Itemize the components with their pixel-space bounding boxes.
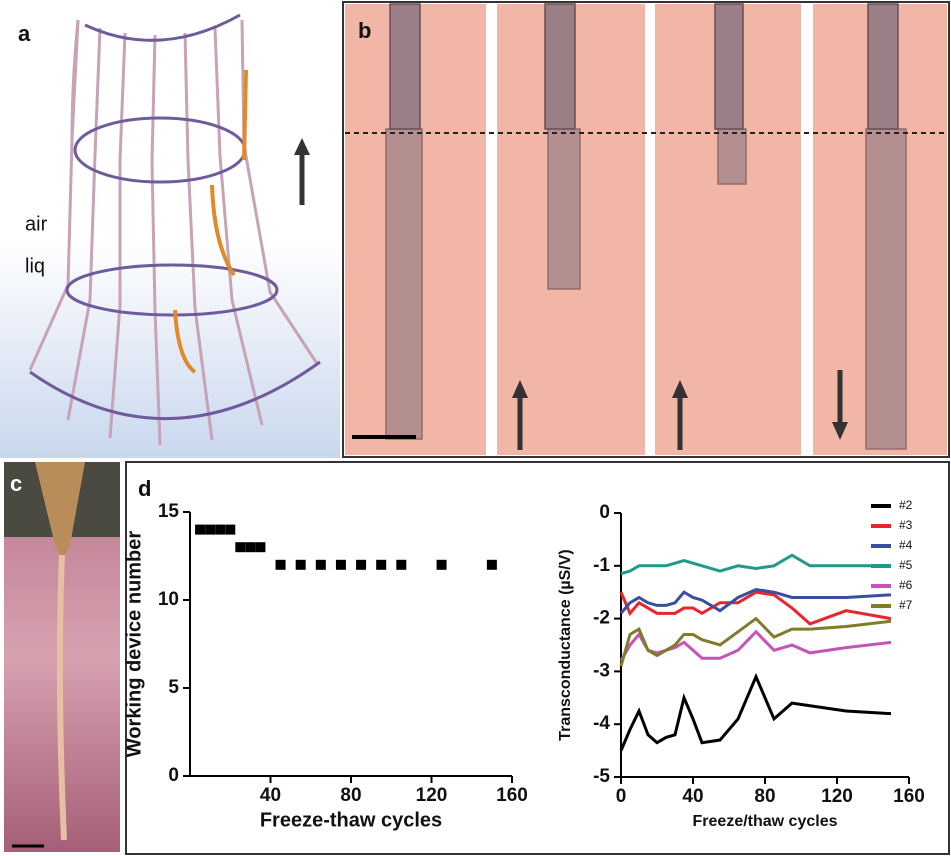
panel-label: c: [10, 471, 22, 496]
x-axis-label: Freeze/thaw cycles: [693, 813, 838, 830]
point: [235, 542, 245, 552]
annotation: air: [25, 213, 48, 235]
point: [356, 560, 366, 570]
legend-label: #4: [899, 538, 913, 552]
point: [376, 560, 386, 570]
x-tick-label: 0: [616, 786, 627, 807]
point: [316, 560, 326, 570]
y-tick-label: -5: [593, 766, 610, 787]
point: [215, 525, 225, 535]
y-tick-label: 15: [158, 501, 180, 522]
y-tick-label: 5: [168, 677, 179, 698]
x-tick-label: 160: [893, 786, 925, 807]
legend-label: #7: [899, 598, 913, 612]
legend-label: #5: [899, 558, 913, 572]
y-axis-label: Working device number: [123, 531, 145, 758]
x-tick-label: 80: [754, 786, 775, 807]
x-tick-label: 40: [260, 785, 281, 806]
figure: a air liq b c d 0510154: [0, 0, 951, 856]
point: [487, 560, 497, 570]
point: [195, 525, 205, 535]
point: [276, 560, 286, 570]
y-tick-label: -3: [593, 660, 610, 681]
x-tick-label: 40: [682, 786, 703, 807]
y-tick-label: -2: [593, 608, 610, 629]
x-tick-label: 120: [821, 786, 853, 807]
panel-c: c: [4, 462, 120, 852]
y-tick-label: 0: [599, 502, 610, 523]
panel-b: b: [343, 2, 949, 457]
y-tick-label: -1: [593, 555, 610, 576]
x-axis-label: Freeze-thaw cycles: [260, 809, 442, 831]
panel-label: d: [138, 476, 151, 501]
point: [205, 525, 215, 535]
panel-a: a air liq: [0, 0, 340, 458]
y-tick-label: 0: [168, 765, 179, 786]
panel-label: b: [358, 18, 371, 43]
y-tick-label: -4: [593, 713, 610, 734]
point: [437, 560, 447, 570]
x-tick-label: 160: [496, 785, 528, 806]
legend-label: #3: [899, 518, 913, 532]
legend-label: #2: [899, 498, 913, 512]
point: [336, 560, 346, 570]
point: [396, 560, 406, 570]
x-tick-label: 120: [416, 785, 448, 806]
point: [245, 542, 255, 552]
point: [255, 542, 265, 552]
panel-label: a: [18, 21, 31, 46]
y-tick-label: 10: [158, 589, 179, 610]
point: [296, 560, 306, 570]
legend-label: #6: [899, 578, 913, 592]
y-axis-label: Transconductance (µS/V): [557, 549, 574, 740]
annotation: liq: [25, 255, 45, 277]
x-tick-label: 80: [340, 785, 361, 806]
point: [225, 525, 235, 535]
